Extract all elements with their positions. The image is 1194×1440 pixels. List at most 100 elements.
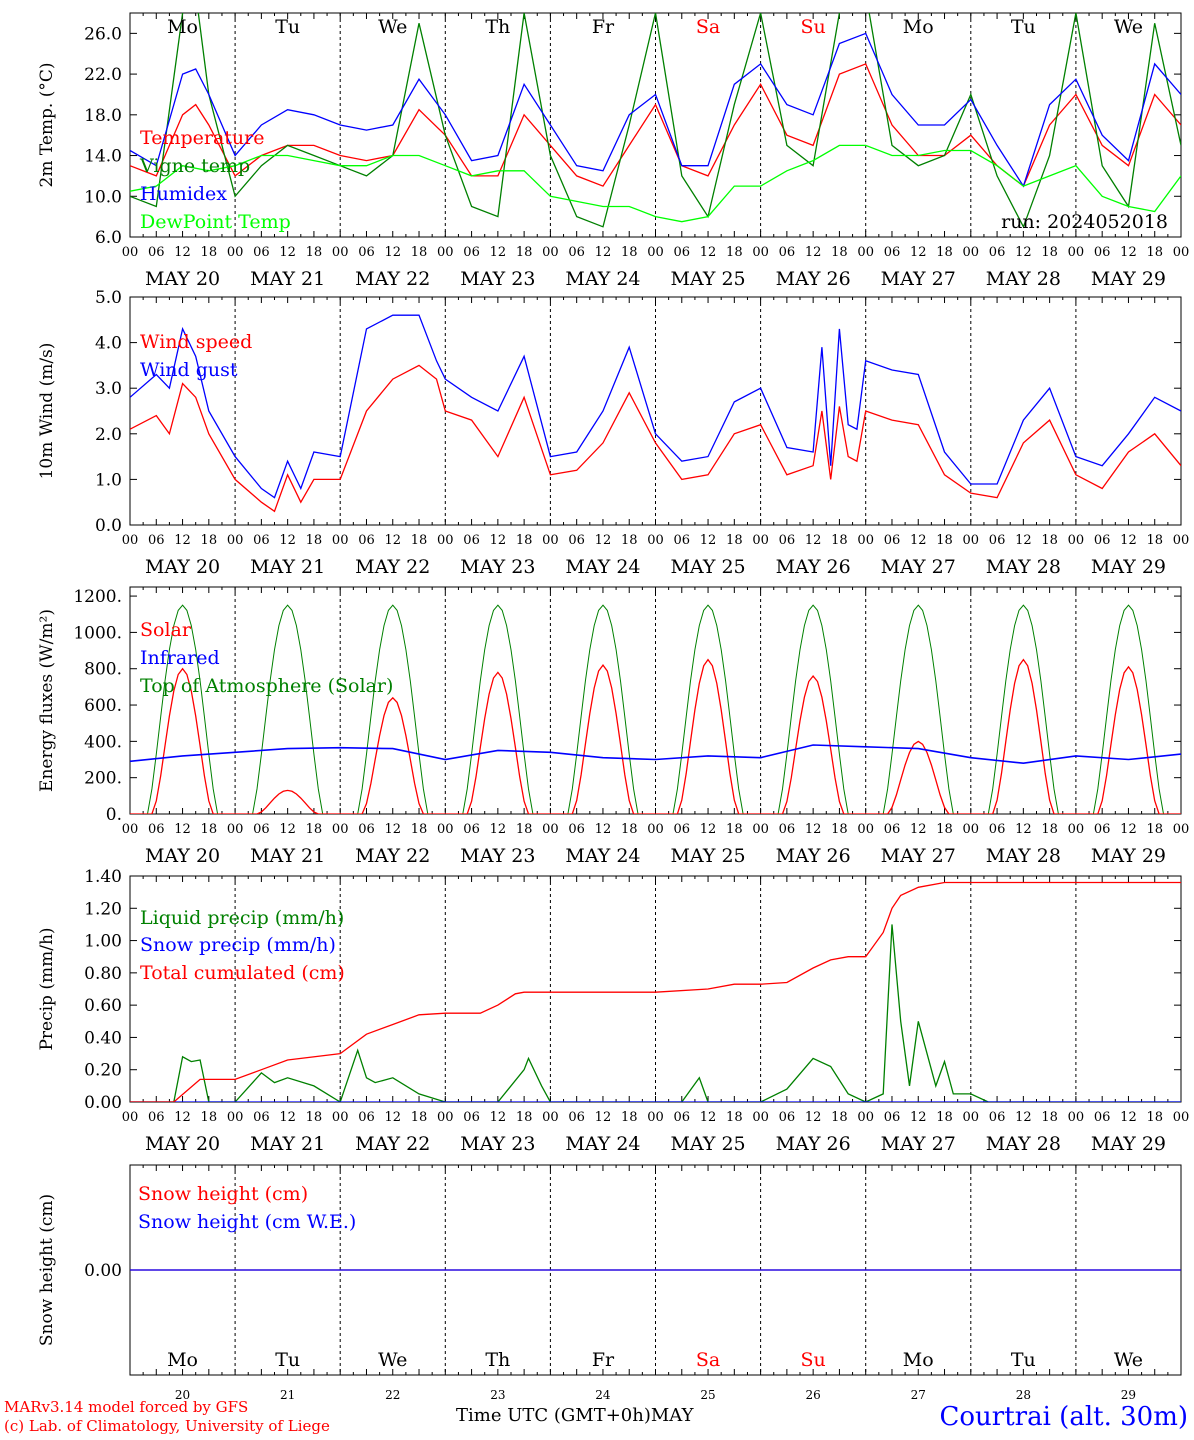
date-label: MAY 21 [250, 556, 325, 578]
hour-tick-label: 06 [253, 822, 270, 837]
series-infrared [130, 744, 1181, 765]
hour-tick-label: 00 [332, 533, 349, 548]
day-of-week-label: Mo [903, 1349, 934, 1371]
hour-tick-label: 00 [437, 822, 454, 837]
day-of-week-label: Su [801, 16, 826, 38]
hour-tick-label: 12 [174, 822, 191, 837]
date-label: MAY 20 [145, 268, 220, 290]
hour-tick-label: 00 [122, 533, 139, 548]
hour-tick-label: 12 [700, 533, 717, 548]
day-of-week-label: Fr [592, 1349, 615, 1371]
hour-tick-label: 06 [1094, 245, 1111, 260]
panel-1: 6.0 10.0 14.0 18.0 22.0 26.0 2m Temp. (°C) Temp… [37, 12, 1189, 290]
panel-2: 0.0 1.0 2.0 3.0 4.0 5.0 10m Wind (m/s) Wind spe… [37, 288, 1189, 578]
date-label: MAY 21 [250, 268, 325, 290]
hour-tick-label: 06 [884, 822, 901, 837]
hour-tick-label: 00 [542, 533, 559, 548]
day-number-label: 24 [595, 1388, 611, 1402]
hour-tick-label: 00 [647, 533, 664, 548]
hour-tick-label: 06 [148, 245, 165, 260]
legend-entry: Total cumulated (cm) [140, 962, 345, 984]
hour-tick-label: 00 [437, 1110, 454, 1125]
y-tick-label: 0.20 [84, 1061, 122, 1081]
hour-tick-label: 12 [805, 533, 822, 548]
date-label: MAY 28 [986, 845, 1061, 867]
day-number-label: 26 [806, 1388, 821, 1402]
date-label: MAY 29 [1091, 556, 1166, 578]
day-of-week-label: Fr [592, 16, 615, 38]
legend-entry: Top of Atmosphere (Solar) [140, 675, 393, 697]
day-of-week-label: We [1114, 1349, 1143, 1371]
hour-tick-label: 06 [779, 1110, 796, 1125]
hour-tick-label: 00 [857, 533, 874, 548]
day-of-week-label: Tu [275, 16, 300, 38]
hour-tick-label: 00 [542, 245, 559, 260]
hour-tick-label: 00 [752, 245, 769, 260]
location-label: Courtrai (alt. 30m) [939, 1402, 1189, 1432]
y-tick-label: 5.0 [95, 288, 122, 308]
y-tick-label: 600. [84, 696, 122, 716]
date-label: MAY 25 [670, 1133, 745, 1155]
day-number-label: 25 [700, 1388, 715, 1402]
date-label: MAY 28 [986, 1133, 1061, 1155]
hour-tick-label: 18 [411, 822, 428, 837]
hour-tick-label: 18 [1041, 245, 1058, 260]
day-of-week-label: Mo [167, 1349, 198, 1371]
hour-tick-label: 06 [358, 1110, 375, 1125]
hour-tick-label: 18 [621, 1110, 638, 1125]
hour-tick-label: 00 [332, 822, 349, 837]
day-of-week-label: Sa [696, 16, 720, 38]
date-label: MAY 29 [1091, 268, 1166, 290]
legend-entry: Infrared [140, 647, 220, 669]
hour-tick-label: 12 [174, 1110, 191, 1125]
hour-tick-label: 18 [1146, 822, 1163, 837]
date-label: MAY 20 [145, 556, 220, 578]
hour-tick-label: 06 [358, 245, 375, 260]
hour-tick-label: 06 [148, 822, 165, 837]
credit-line-1: MARv3.14 model forced by GFS [4, 1398, 249, 1416]
y-tick-label: 4.0 [95, 334, 122, 354]
day-number-label: 22 [385, 1388, 400, 1402]
day-of-week-label: Th [485, 1349, 510, 1371]
y-tick-label: 22.0 [84, 65, 122, 85]
hour-tick-label: 12 [384, 822, 401, 837]
series-temperature [130, 63, 1181, 188]
hour-tick-label: 06 [568, 822, 585, 837]
hour-tick-label: 00 [227, 822, 244, 837]
hour-tick-label: 12 [384, 245, 401, 260]
series-humidex [130, 32, 1181, 188]
y-axis-label: Snow height (cm) [37, 1194, 57, 1346]
legend-entry: DewPoint Temp [140, 211, 291, 233]
hour-tick-label: 12 [700, 1110, 717, 1125]
y-tick-label: 2.0 [95, 425, 122, 445]
hour-tick-label: 06 [884, 245, 901, 260]
hour-tick-label: 06 [1094, 533, 1111, 548]
legend-entry: Temperature [140, 127, 264, 149]
legend-entry: Solar [140, 619, 192, 641]
series-total-cumulated-cm- [130, 881, 1181, 1102]
hour-tick-label: 00 [752, 1110, 769, 1125]
hour-tick-label: 12 [1120, 533, 1137, 548]
hour-tick-label: 18 [621, 533, 638, 548]
series-dewpoint-temp [130, 144, 1181, 223]
hour-tick-label: 18 [516, 822, 533, 837]
hour-tick-label: 06 [253, 1110, 270, 1125]
y-axis-label: 10m Wind (m/s) [37, 343, 57, 480]
legend-entry: Snow precip (mm/h) [140, 934, 336, 956]
hour-tick-label: 12 [1015, 822, 1032, 837]
hour-tick-label: 18 [306, 533, 323, 548]
hour-tick-label: 18 [621, 822, 638, 837]
hour-tick-label: 18 [306, 1110, 323, 1125]
date-label: MAY 27 [881, 1133, 956, 1155]
hour-tick-label: 06 [253, 533, 270, 548]
hour-tick-label: 18 [306, 245, 323, 260]
hour-tick-label: 18 [726, 533, 743, 548]
y-tick-label: 0.00 [84, 1093, 122, 1113]
y-tick-label: 3.0 [95, 379, 122, 399]
hour-tick-label: 06 [463, 533, 480, 548]
y-tick-label: 0.0 [95, 516, 122, 536]
hour-tick-label: 12 [490, 245, 507, 260]
y-tick-label: 26.0 [84, 24, 122, 44]
panel-3: 0. 200. 400. 600. 800. 1000. 1200. Energy fluxe… [37, 586, 1189, 867]
hour-tick-label: 06 [884, 1110, 901, 1125]
